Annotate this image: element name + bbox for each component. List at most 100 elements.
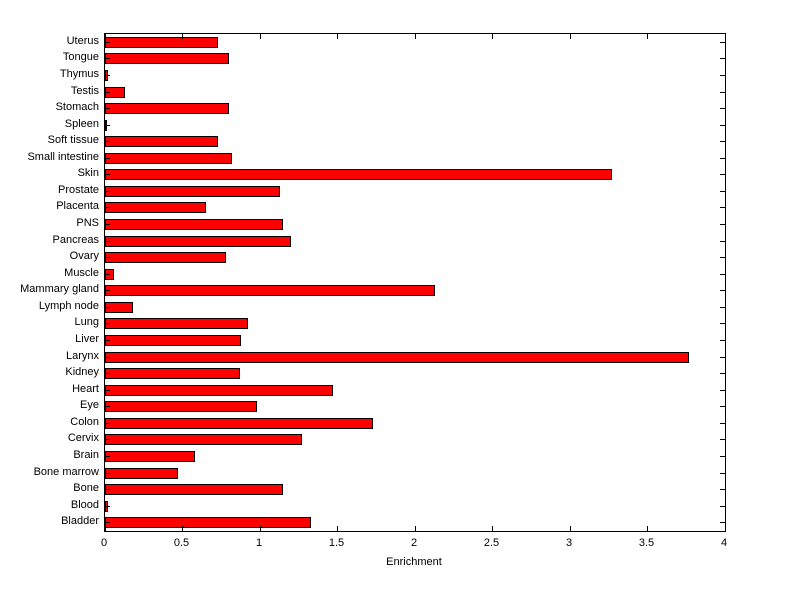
x-axis-title: Enrichment [386, 556, 442, 568]
y-tick-label: Cervix [67, 432, 99, 445]
y-tick-mark [105, 340, 110, 341]
x-tick-label: 0.5 [173, 537, 190, 549]
y-tick-mark [105, 74, 110, 76]
y-tick-mark [105, 389, 110, 391]
x-tick-mark [492, 526, 493, 531]
y-tick-mark [105, 472, 110, 474]
x-tick-mark [104, 34, 106, 39]
y-tick-label: Small intestine [27, 150, 99, 163]
x-tick-label: 1.5 [328, 537, 345, 549]
y-tick-mark [105, 522, 110, 524]
bar [105, 235, 291, 247]
y-tick-mark [105, 207, 110, 209]
y-tick-mark [720, 157, 725, 159]
y-tick-mark [105, 290, 110, 292]
bar [105, 285, 435, 297]
x-tick-label: 0 [100, 537, 108, 549]
y-tick-mark [720, 323, 725, 325]
y-tick-mark [105, 505, 110, 507]
y-tick-label: Heart [72, 382, 99, 395]
bar [105, 484, 283, 496]
y-tick-mark [720, 257, 725, 259]
y-tick-mark [720, 439, 725, 441]
y-tick-mark [720, 340, 725, 341]
bar [105, 136, 218, 148]
y-tick-mark [105, 373, 110, 375]
y-tick-mark [720, 306, 725, 308]
y-tick-label: Skin [77, 167, 99, 180]
y-tick-mark [105, 439, 110, 441]
y-tick-mark [105, 224, 110, 225]
y-tick-mark [105, 455, 110, 457]
y-tick-label: Ovary [69, 250, 99, 263]
bar [105, 169, 612, 181]
y-tick-mark [720, 273, 725, 275]
y-tick-mark [720, 373, 725, 375]
bar [105, 401, 257, 413]
y-tick-mark [105, 273, 110, 275]
y-tick-mark [720, 190, 725, 192]
y-tick-label: Bone [73, 482, 99, 495]
y-tick-mark [720, 290, 725, 292]
x-tick-mark [259, 34, 261, 39]
y-tick-mark [105, 323, 110, 325]
y-tick-mark [720, 489, 725, 491]
y-tick-mark [720, 207, 725, 209]
y-tick-mark [720, 74, 725, 76]
y-tick-mark [105, 157, 110, 159]
y-tick-mark [720, 58, 725, 60]
y-tick-label: Larynx [65, 349, 99, 362]
y-tick-mark [105, 190, 110, 192]
x-tick-mark [182, 526, 183, 531]
y-tick-label: PNS [76, 217, 99, 229]
y-tick-mark [720, 472, 725, 474]
y-tick-mark [720, 240, 725, 242]
bar [105, 103, 229, 114]
y-tick-mark [720, 389, 725, 391]
x-tick-mark [569, 34, 571, 39]
y-tick-label: Placenta [56, 200, 99, 213]
y-tick-mark [720, 224, 725, 225]
x-tick-label: 2 [410, 537, 418, 549]
bar [105, 202, 206, 214]
y-tick-mark [720, 406, 725, 408]
y-tick-label: Colon [70, 415, 99, 428]
x-tick-mark [259, 526, 261, 531]
x-tick-mark [104, 526, 106, 531]
bar [105, 450, 195, 462]
y-tick-mark [720, 141, 725, 143]
y-tick-mark [105, 240, 110, 242]
y-tick-mark [105, 141, 110, 143]
y-tick-mark [105, 58, 110, 60]
y-tick-mark [105, 174, 110, 176]
y-tick-mark [105, 91, 110, 93]
bar [105, 384, 333, 396]
bar [105, 318, 248, 330]
x-tick-mark [647, 34, 648, 39]
y-tick-label: Lung [74, 316, 99, 329]
y-tick-label: Thymus [59, 67, 99, 80]
y-tick-mark [720, 505, 725, 507]
y-tick-mark [720, 356, 725, 358]
y-tick-label: Brain [73, 448, 99, 461]
y-tick-label: Stomach [55, 101, 99, 113]
y-tick-label: Bladder [61, 515, 99, 528]
x-tick-label: 3 [565, 537, 573, 549]
y-tick-mark [720, 91, 725, 93]
y-tick-label: Soft tissue [47, 134, 99, 147]
y-tick-mark [105, 41, 110, 43]
y-tick-label: Kidney [65, 366, 99, 379]
y-tick-mark [105, 124, 110, 126]
x-tick-mark [724, 34, 726, 39]
x-tick-mark [337, 526, 338, 531]
y-tick-label: Testis [70, 84, 99, 97]
x-tick-label: 1 [255, 537, 263, 549]
y-tick-mark [720, 455, 725, 457]
y-tick-label: Bone marrow [33, 465, 99, 478]
y-tick-mark [720, 108, 725, 109]
y-tick-label: Eye [80, 399, 99, 412]
y-tick-mark [720, 41, 725, 43]
y-tick-mark [720, 522, 725, 524]
x-tick-mark [647, 526, 648, 531]
y-tick-label: Muscle [64, 266, 99, 279]
